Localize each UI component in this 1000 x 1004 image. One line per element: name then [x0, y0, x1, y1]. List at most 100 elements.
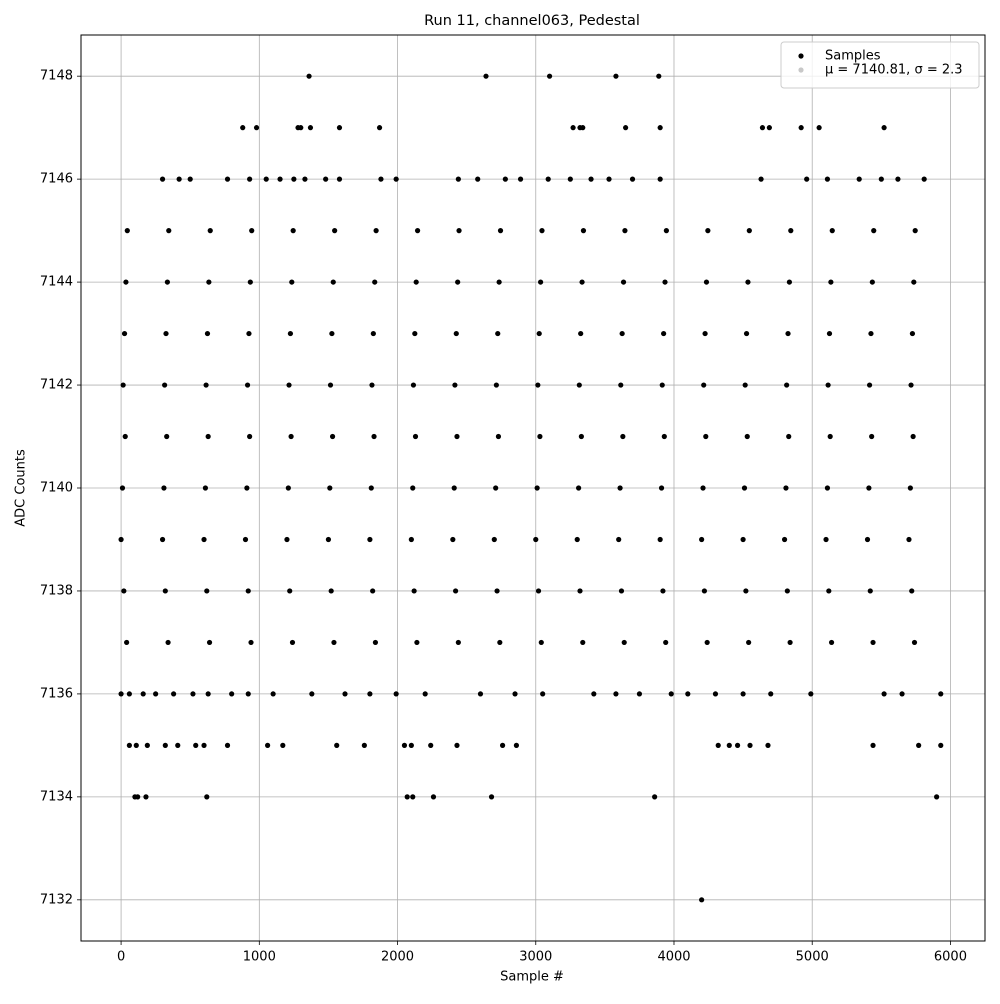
data-point	[204, 794, 210, 800]
data-point	[513, 742, 520, 748]
data-point	[661, 330, 667, 337]
data-point	[190, 691, 196, 697]
data-point	[370, 330, 376, 337]
data-point	[622, 228, 628, 234]
data-point	[744, 433, 750, 440]
data-point	[574, 536, 580, 543]
data-point	[393, 691, 399, 697]
data-point	[618, 588, 625, 594]
data-point	[329, 330, 335, 337]
data-point	[284, 536, 290, 543]
data-point	[224, 742, 231, 748]
data-point	[454, 742, 460, 748]
data-point	[201, 742, 207, 748]
data-point	[245, 588, 251, 594]
data-point	[414, 228, 421, 234]
data-point	[206, 639, 213, 646]
data-point	[372, 279, 378, 285]
data-point	[804, 176, 810, 182]
y-tick-label: 7138	[40, 583, 73, 598]
data-point	[916, 742, 922, 748]
data-point	[826, 588, 832, 594]
data-point	[658, 485, 665, 491]
legend-marker	[798, 67, 804, 73]
data-point	[538, 279, 544, 285]
data-point	[826, 330, 833, 337]
data-point	[144, 742, 150, 748]
data-point	[286, 382, 292, 388]
y-tick-label: 7140	[40, 481, 73, 496]
data-point	[824, 176, 831, 182]
data-point	[121, 330, 128, 337]
y-tick-label: 7134	[40, 789, 73, 804]
data-point	[302, 176, 308, 182]
chart-title: Run 11, channel063, Pedestal	[424, 13, 640, 29]
data-point	[270, 691, 276, 697]
data-point	[517, 176, 524, 182]
data-point	[758, 176, 764, 182]
data-point	[685, 691, 691, 697]
data-point	[663, 639, 669, 646]
data-point	[657, 125, 663, 131]
data-point	[332, 228, 338, 234]
data-point	[204, 588, 210, 594]
data-point	[578, 433, 584, 440]
data-point	[287, 330, 294, 337]
data-point	[580, 639, 586, 646]
data-point	[175, 742, 181, 748]
data-point	[336, 125, 343, 131]
data-point	[330, 279, 336, 285]
data-point	[620, 433, 626, 440]
data-point	[329, 433, 336, 440]
data-point	[784, 382, 790, 388]
data-point	[661, 433, 667, 440]
data-point	[808, 691, 814, 697]
data-point	[621, 639, 627, 646]
data-point	[567, 176, 573, 182]
y-tick-label: 7132	[40, 892, 73, 907]
data-point	[373, 228, 379, 234]
data-point	[759, 125, 766, 131]
data-point	[881, 691, 887, 697]
data-point	[193, 742, 199, 748]
data-point	[410, 485, 416, 491]
y-tick-label: 7148	[40, 69, 73, 84]
data-point	[895, 176, 901, 182]
data-point	[342, 691, 348, 697]
x-tick-label: 1000	[243, 950, 276, 965]
data-point	[546, 73, 553, 79]
data-point	[162, 588, 168, 594]
data-point	[909, 330, 916, 337]
data-point	[715, 742, 721, 748]
data-point	[864, 536, 871, 543]
legend-box	[780, 41, 980, 89]
data-point	[825, 382, 831, 388]
data-point	[580, 228, 587, 234]
y-tick-label: 7146	[40, 172, 73, 187]
data-point	[588, 176, 594, 182]
data-point	[539, 228, 545, 234]
data-point	[702, 330, 708, 337]
data-point	[662, 279, 668, 285]
data-point	[455, 176, 461, 182]
data-point	[663, 228, 669, 234]
data-point	[202, 485, 209, 491]
data-point	[455, 279, 461, 285]
data-point	[165, 639, 171, 646]
data-point	[176, 176, 182, 182]
data-point	[786, 433, 792, 440]
data-point	[123, 279, 129, 285]
data-point	[298, 125, 304, 131]
data-point	[745, 279, 751, 285]
data-point	[878, 176, 884, 182]
data-point	[629, 176, 636, 182]
data-point	[290, 228, 296, 234]
data-point	[488, 794, 495, 800]
data-point	[452, 382, 458, 388]
data-point	[247, 433, 253, 440]
data-point	[166, 228, 172, 234]
data-point	[153, 691, 159, 697]
data-point	[606, 176, 612, 182]
